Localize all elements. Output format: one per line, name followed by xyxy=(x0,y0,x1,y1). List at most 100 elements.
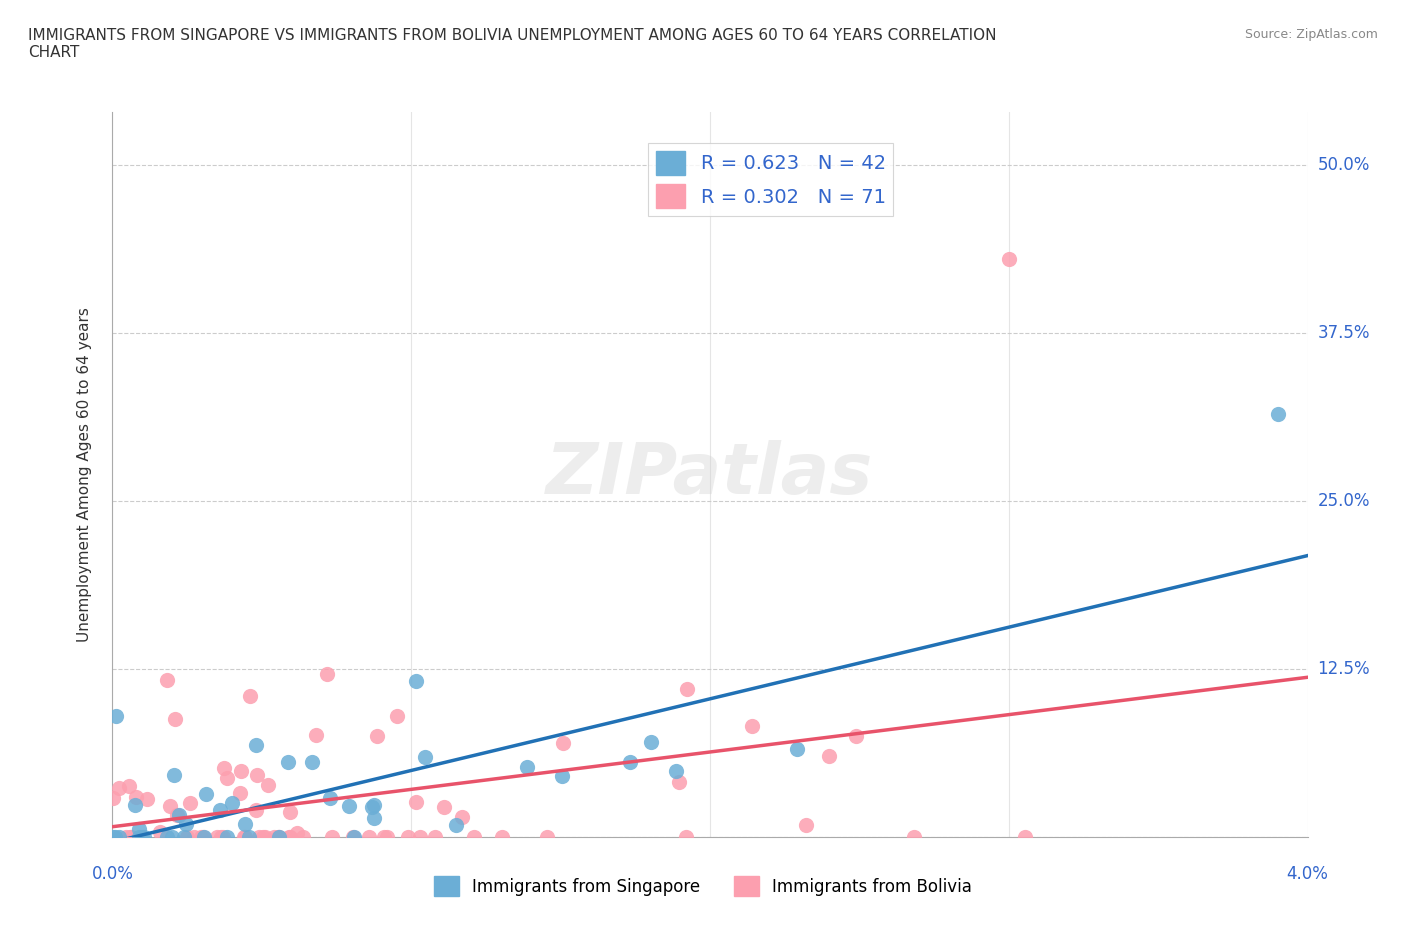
Point xyxy=(156,830,179,844)
Point xyxy=(413,750,436,764)
Point xyxy=(191,830,214,844)
Point xyxy=(668,775,690,790)
Point xyxy=(212,761,235,776)
Point xyxy=(277,754,299,769)
Point xyxy=(491,830,513,844)
Point xyxy=(166,807,188,822)
Legend: R = 0.623   N = 42, R = 0.302   N = 71: R = 0.623 N = 42, R = 0.302 N = 71 xyxy=(648,143,893,216)
Text: 12.5%: 12.5% xyxy=(1317,660,1369,678)
Text: 50.0%: 50.0% xyxy=(1317,156,1369,174)
Text: 37.5%: 37.5% xyxy=(1317,325,1369,342)
Point xyxy=(101,790,124,805)
Point xyxy=(269,830,291,844)
Point xyxy=(120,830,142,844)
Point xyxy=(267,830,290,844)
Point xyxy=(114,830,136,844)
Point xyxy=(515,760,537,775)
Point xyxy=(640,735,662,750)
Point xyxy=(183,830,205,844)
Point xyxy=(536,830,558,844)
Point xyxy=(159,799,181,814)
Point xyxy=(425,830,447,844)
Point xyxy=(131,830,153,844)
Text: 25.0%: 25.0% xyxy=(1317,492,1369,511)
Point xyxy=(363,797,385,812)
Point xyxy=(301,755,323,770)
Point xyxy=(444,817,467,832)
Text: 0.0%: 0.0% xyxy=(91,865,134,883)
Point xyxy=(238,830,260,844)
Point xyxy=(375,830,398,844)
Point xyxy=(128,822,150,837)
Point xyxy=(176,830,198,844)
Point xyxy=(278,830,301,844)
Point xyxy=(235,830,257,844)
Point xyxy=(245,737,267,752)
Point xyxy=(463,830,485,844)
Point xyxy=(278,804,301,819)
Legend: Immigrants from Singapore, Immigrants from Bolivia: Immigrants from Singapore, Immigrants fr… xyxy=(427,870,979,903)
Point xyxy=(229,764,252,778)
Point xyxy=(316,667,339,682)
Point xyxy=(553,736,575,751)
Point xyxy=(254,830,277,844)
Point xyxy=(215,830,238,844)
Point xyxy=(619,755,641,770)
Point xyxy=(190,830,212,844)
Point xyxy=(451,810,474,825)
Point xyxy=(291,830,314,844)
Point xyxy=(267,830,290,844)
Point xyxy=(357,830,380,844)
Text: ZIPatlas: ZIPatlas xyxy=(547,440,873,509)
Point xyxy=(845,728,868,743)
Point xyxy=(433,799,456,814)
Point xyxy=(229,786,252,801)
Point xyxy=(665,764,688,778)
Point xyxy=(321,830,343,844)
Point xyxy=(256,777,278,792)
Point xyxy=(221,796,243,811)
Point xyxy=(162,830,184,844)
Point xyxy=(232,830,254,844)
Text: IMMIGRANTS FROM SINGAPORE VS IMMIGRANTS FROM BOLIVIA UNEMPLOYMENT AMONG AGES 60 : IMMIGRANTS FROM SINGAPORE VS IMMIGRANTS … xyxy=(28,28,997,60)
Point xyxy=(263,830,285,844)
Point xyxy=(120,830,142,844)
Point xyxy=(173,830,195,844)
Point xyxy=(319,790,342,805)
Point xyxy=(105,709,128,724)
Point xyxy=(209,830,232,844)
Point xyxy=(179,796,201,811)
Point xyxy=(343,830,366,844)
Point xyxy=(101,830,124,844)
Point xyxy=(107,780,129,795)
Point xyxy=(373,830,395,844)
Point xyxy=(132,830,155,844)
Point xyxy=(195,787,218,802)
Point xyxy=(396,830,419,844)
Point xyxy=(205,830,228,844)
Point xyxy=(239,689,262,704)
Point xyxy=(285,825,308,840)
Point xyxy=(366,729,388,744)
Point xyxy=(1267,406,1289,421)
Point xyxy=(676,682,699,697)
Point xyxy=(156,672,179,687)
Text: 4.0%: 4.0% xyxy=(1286,865,1329,883)
Point xyxy=(1014,830,1036,844)
Point xyxy=(252,830,274,844)
Point xyxy=(135,791,157,806)
Point xyxy=(342,830,364,844)
Point xyxy=(217,770,239,785)
Point xyxy=(818,749,841,764)
Point xyxy=(786,741,808,756)
Point xyxy=(104,830,127,844)
Point xyxy=(794,817,817,832)
Point xyxy=(409,830,432,844)
Text: Source: ZipAtlas.com: Source: ZipAtlas.com xyxy=(1244,28,1378,41)
Point xyxy=(246,767,269,782)
Point xyxy=(163,767,186,782)
Point xyxy=(405,794,427,809)
Point xyxy=(124,798,146,813)
Point xyxy=(675,830,697,844)
Point xyxy=(118,778,141,793)
